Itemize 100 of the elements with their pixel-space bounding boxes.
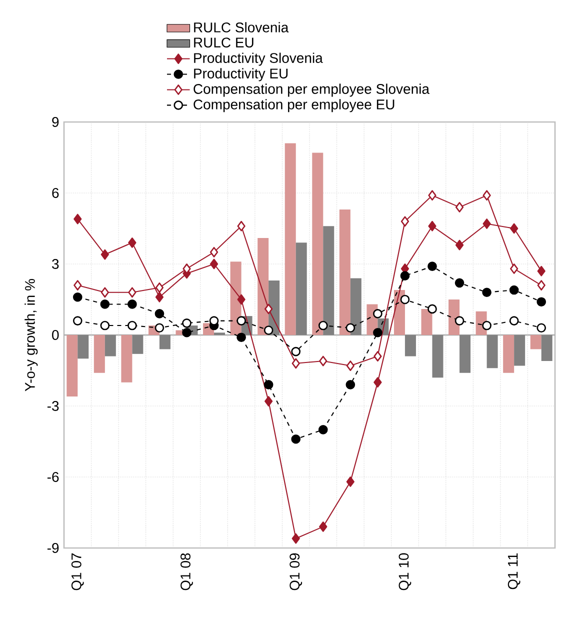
point bbox=[264, 396, 273, 406]
point bbox=[428, 304, 437, 314]
bar bbox=[121, 334, 132, 382]
bar bbox=[432, 334, 444, 378]
point bbox=[482, 218, 491, 229]
point bbox=[182, 328, 192, 338]
point bbox=[374, 377, 382, 388]
point bbox=[373, 328, 382, 338]
point bbox=[100, 287, 109, 298]
point bbox=[236, 332, 246, 342]
legend-label: Compensation per employee EU bbox=[194, 99, 394, 112]
x-tick-label: Q1 07 bbox=[71, 553, 84, 590]
point bbox=[454, 278, 464, 288]
bar bbox=[448, 299, 460, 335]
point bbox=[237, 220, 246, 232]
point bbox=[318, 320, 328, 330]
point bbox=[318, 424, 328, 434]
point bbox=[264, 326, 274, 335]
point bbox=[291, 434, 301, 444]
bar bbox=[460, 334, 471, 373]
bar bbox=[312, 152, 324, 335]
point bbox=[210, 246, 218, 258]
point bbox=[482, 190, 491, 201]
point bbox=[319, 521, 328, 532]
point bbox=[536, 297, 546, 307]
point bbox=[291, 346, 301, 356]
point bbox=[210, 258, 218, 270]
point bbox=[509, 316, 519, 326]
bar bbox=[258, 238, 269, 335]
point bbox=[455, 202, 464, 212]
point bbox=[510, 264, 518, 274]
point bbox=[482, 288, 492, 298]
point bbox=[428, 190, 436, 201]
point bbox=[264, 304, 273, 314]
point bbox=[128, 320, 137, 330]
point bbox=[346, 476, 354, 487]
bar bbox=[404, 334, 416, 356]
legend-label: Productivity EU bbox=[194, 68, 288, 82]
y-tick-label: 0 bbox=[52, 330, 59, 340]
point bbox=[346, 323, 356, 333]
point bbox=[100, 249, 109, 260]
point bbox=[236, 316, 246, 326]
point bbox=[428, 220, 436, 232]
point bbox=[537, 280, 546, 290]
point bbox=[128, 287, 136, 298]
legend-label: Compensation per employee Slovenia bbox=[194, 84, 430, 97]
point bbox=[374, 351, 382, 362]
point bbox=[237, 294, 246, 305]
point bbox=[155, 292, 164, 302]
y-tick-label: 9 bbox=[52, 117, 59, 127]
point bbox=[209, 316, 219, 326]
point bbox=[400, 294, 410, 304]
point bbox=[400, 271, 410, 280]
point bbox=[155, 282, 164, 293]
point bbox=[72, 316, 82, 326]
bar bbox=[284, 143, 296, 335]
point bbox=[428, 262, 437, 272]
point bbox=[373, 309, 382, 318]
point bbox=[154, 309, 164, 318]
bar bbox=[78, 334, 89, 359]
point bbox=[455, 240, 464, 250]
point bbox=[182, 318, 192, 328]
bar bbox=[296, 242, 307, 335]
point bbox=[510, 223, 518, 234]
bar bbox=[514, 334, 526, 366]
point bbox=[292, 533, 300, 544]
point bbox=[74, 214, 82, 224]
point bbox=[400, 216, 410, 227]
y-tick-label: 3 bbox=[52, 259, 59, 269]
bar bbox=[350, 278, 362, 335]
y-tick-label: -9 bbox=[47, 543, 59, 553]
bar bbox=[530, 334, 542, 350]
bar bbox=[541, 334, 552, 362]
point bbox=[346, 360, 354, 371]
bar bbox=[421, 308, 432, 335]
point bbox=[182, 264, 191, 274]
point bbox=[454, 316, 464, 326]
point bbox=[482, 320, 492, 330]
point bbox=[319, 356, 328, 366]
point bbox=[154, 323, 164, 333]
bar bbox=[503, 334, 514, 373]
x-tick-label: Q1 09 bbox=[290, 553, 302, 590]
point bbox=[509, 285, 519, 295]
point bbox=[292, 358, 300, 369]
y-tick-label: -6 bbox=[47, 472, 59, 482]
point bbox=[128, 237, 136, 248]
legend-label: Productivity Slovenia bbox=[194, 52, 323, 66]
bar bbox=[486, 334, 498, 368]
point bbox=[74, 280, 82, 290]
bar bbox=[132, 334, 144, 354]
point bbox=[72, 292, 82, 302]
point bbox=[346, 380, 356, 390]
bar bbox=[159, 334, 170, 350]
y-axis-title: Y-o-y growth, in % bbox=[24, 278, 38, 392]
point bbox=[100, 320, 110, 330]
x-tick-label: Q1 11 bbox=[508, 553, 520, 590]
y-tick-label: 6 bbox=[52, 188, 59, 198]
legend-label: RULC EU bbox=[194, 38, 254, 48]
x-tick-label: Q1 08 bbox=[180, 553, 193, 590]
bar bbox=[339, 210, 350, 335]
